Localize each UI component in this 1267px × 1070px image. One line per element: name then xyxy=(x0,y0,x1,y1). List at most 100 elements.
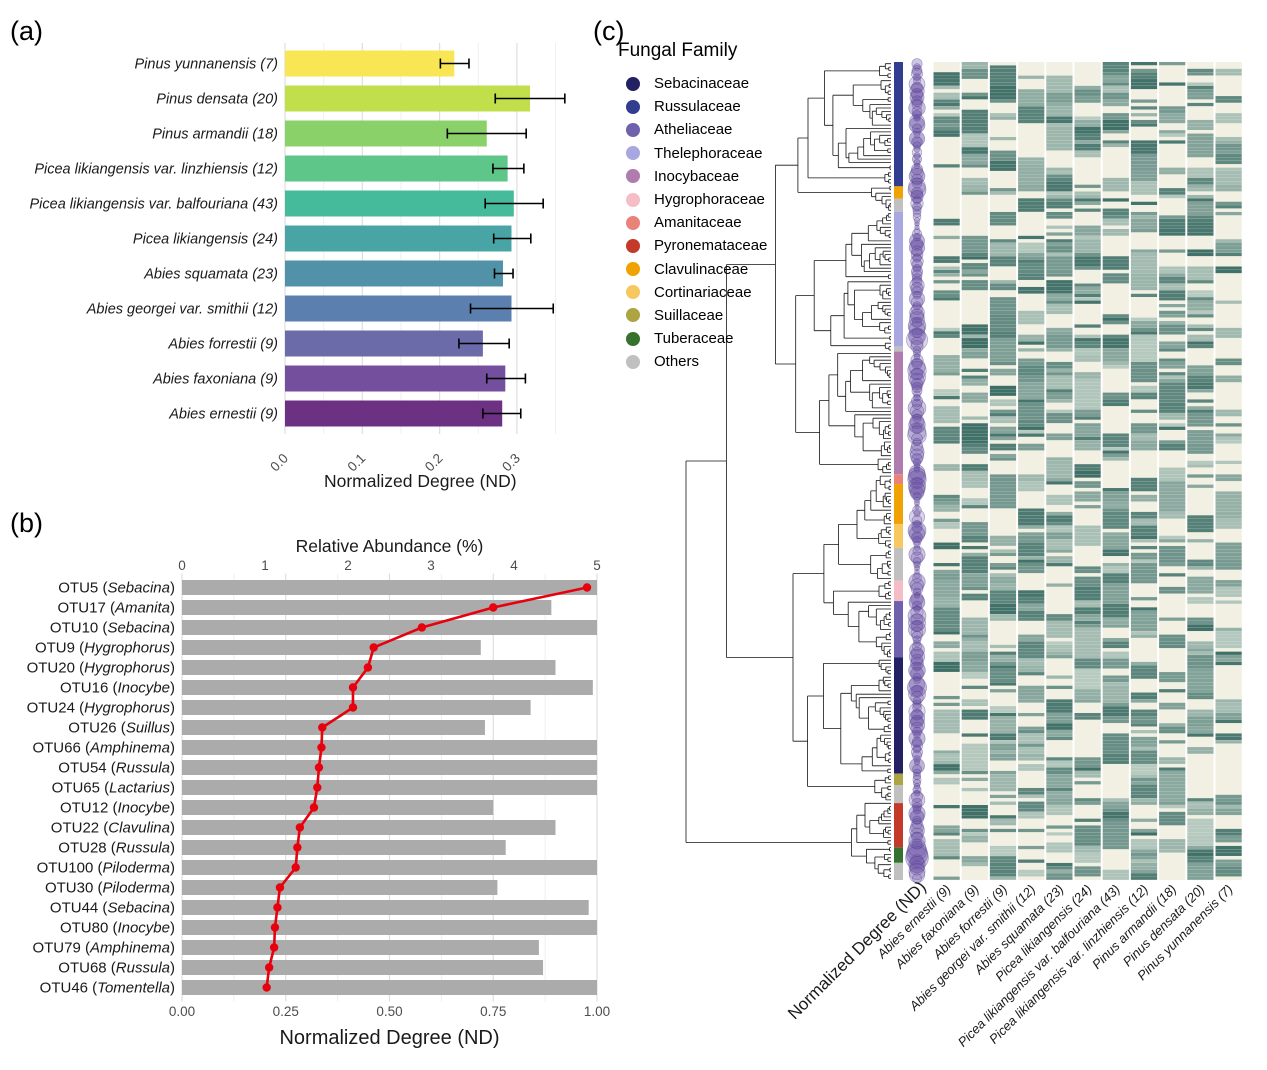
heatmap-cell xyxy=(1130,784,1158,788)
heatmap-cell xyxy=(1215,474,1242,478)
heatmap-cell xyxy=(1074,208,1101,212)
heatmap-cell xyxy=(1130,201,1158,205)
heatmap-cell xyxy=(1046,266,1073,270)
heatmap-cell xyxy=(1187,211,1214,216)
legend-swatch xyxy=(626,122,640,137)
heatmap-cell xyxy=(1074,856,1101,860)
heatmap-cell xyxy=(1215,740,1242,744)
heatmap-cell xyxy=(1102,123,1129,127)
heatmap-cell xyxy=(961,160,988,165)
heatmap-cell xyxy=(1046,808,1073,812)
legend-label: Amanitaceae xyxy=(654,214,742,232)
heatmap-cell xyxy=(1102,702,1129,707)
heatmap-cell xyxy=(1018,338,1045,342)
heatmap-cell xyxy=(1187,232,1214,236)
heatmap-cell xyxy=(1018,525,1045,529)
heatmap-cell xyxy=(1046,522,1073,526)
heatmap-cell xyxy=(1159,474,1186,478)
heatmap-cell xyxy=(1159,760,1186,764)
bar xyxy=(182,920,597,935)
heatmap-cell xyxy=(1159,440,1186,444)
heatmap-cell xyxy=(1102,453,1129,458)
heatmap-cell xyxy=(1187,147,1214,151)
heatmap-cell xyxy=(1187,215,1214,219)
heatmap-cell xyxy=(1159,443,1186,447)
heatmap-cell xyxy=(961,263,988,267)
nd-circle xyxy=(912,109,922,120)
nd-circle xyxy=(907,469,927,490)
heatmap-cell xyxy=(1102,447,1129,451)
heatmap-cell xyxy=(1018,171,1045,175)
heatmap-cell xyxy=(1215,433,1242,437)
heatmap-cell xyxy=(961,471,988,475)
heatmap-cell xyxy=(1187,167,1214,171)
heatmap-cell xyxy=(961,283,988,287)
heatmap-cell xyxy=(933,72,960,76)
heatmap-cell xyxy=(1187,433,1214,437)
nd-circle xyxy=(910,353,924,367)
heatmap-cell xyxy=(1074,297,1101,301)
heatmap-cell xyxy=(1130,82,1158,86)
heatmap-cell xyxy=(1187,280,1214,284)
heatmap-cell xyxy=(1018,184,1045,188)
heatmap-cell xyxy=(1018,484,1045,488)
heatmap-cell xyxy=(989,655,1017,659)
heatmap-cell xyxy=(989,505,1017,509)
heatmap-cell xyxy=(1102,597,1129,601)
heatmap-cell xyxy=(1130,106,1158,110)
nd-circle xyxy=(912,491,922,502)
heatmap-cell xyxy=(1187,723,1214,727)
heatmap-cell xyxy=(1074,406,1101,410)
heatmap-cell xyxy=(1159,634,1186,638)
heatmap-cell xyxy=(1018,102,1045,107)
heatmap-cell xyxy=(1187,825,1214,829)
heatmap-cell xyxy=(1102,355,1129,359)
heatmap-cell xyxy=(1102,747,1129,751)
heatmap-cell xyxy=(1074,689,1101,693)
heatmap-cell xyxy=(1102,876,1129,880)
legend-label: Others xyxy=(654,353,700,371)
heatmap-cell xyxy=(989,344,1017,349)
heatmap-cell xyxy=(1102,436,1129,441)
nd-circle xyxy=(908,546,926,564)
heatmap-cell xyxy=(961,280,988,284)
heatmap-cell xyxy=(1018,385,1045,390)
heatmap-cell xyxy=(961,249,988,253)
heatmap-cell xyxy=(1046,631,1073,635)
species-label: Pinus yunnanensis (7) xyxy=(135,57,278,73)
heatmap-cell xyxy=(1074,116,1101,120)
heatmap-cell xyxy=(1102,716,1129,720)
heatmap-cell xyxy=(1187,276,1214,280)
heatmap-cell xyxy=(1102,344,1129,349)
heatmap-cell xyxy=(1046,614,1073,618)
heatmap-cell xyxy=(1046,392,1073,396)
heatmap-cell xyxy=(961,177,988,182)
nd-circle xyxy=(907,398,927,418)
nd-circle xyxy=(908,358,926,376)
heatmap-cell xyxy=(1046,171,1073,175)
heatmap-cell xyxy=(1074,136,1101,141)
nd-circle xyxy=(908,805,926,823)
heatmap-cell xyxy=(1159,549,1186,553)
heatmap-cell xyxy=(1074,828,1101,833)
nd-circle xyxy=(905,843,929,866)
heatmap-cell xyxy=(1130,699,1158,703)
heatmap-cell xyxy=(1130,436,1158,441)
heatmap-cell xyxy=(1215,556,1242,560)
heatmap-cell xyxy=(1187,801,1214,805)
nd-circle xyxy=(912,873,922,884)
heatmap-cell xyxy=(989,348,1017,352)
nd-circle xyxy=(908,327,926,346)
heatmap-cell xyxy=(933,501,960,505)
heatmap-cell xyxy=(1018,488,1045,492)
heatmap-cell xyxy=(1215,150,1242,154)
heatmap-cell xyxy=(1074,474,1101,478)
heatmap-cell xyxy=(1130,484,1158,488)
heatmap-cell xyxy=(1102,828,1129,833)
heatmap-cell xyxy=(989,154,1017,158)
bar xyxy=(182,980,597,995)
heatmap-cell xyxy=(1187,372,1214,376)
heatmap-cell xyxy=(1130,430,1158,434)
heatmap-cell xyxy=(1046,866,1073,870)
heatmap-cell xyxy=(1130,607,1158,611)
